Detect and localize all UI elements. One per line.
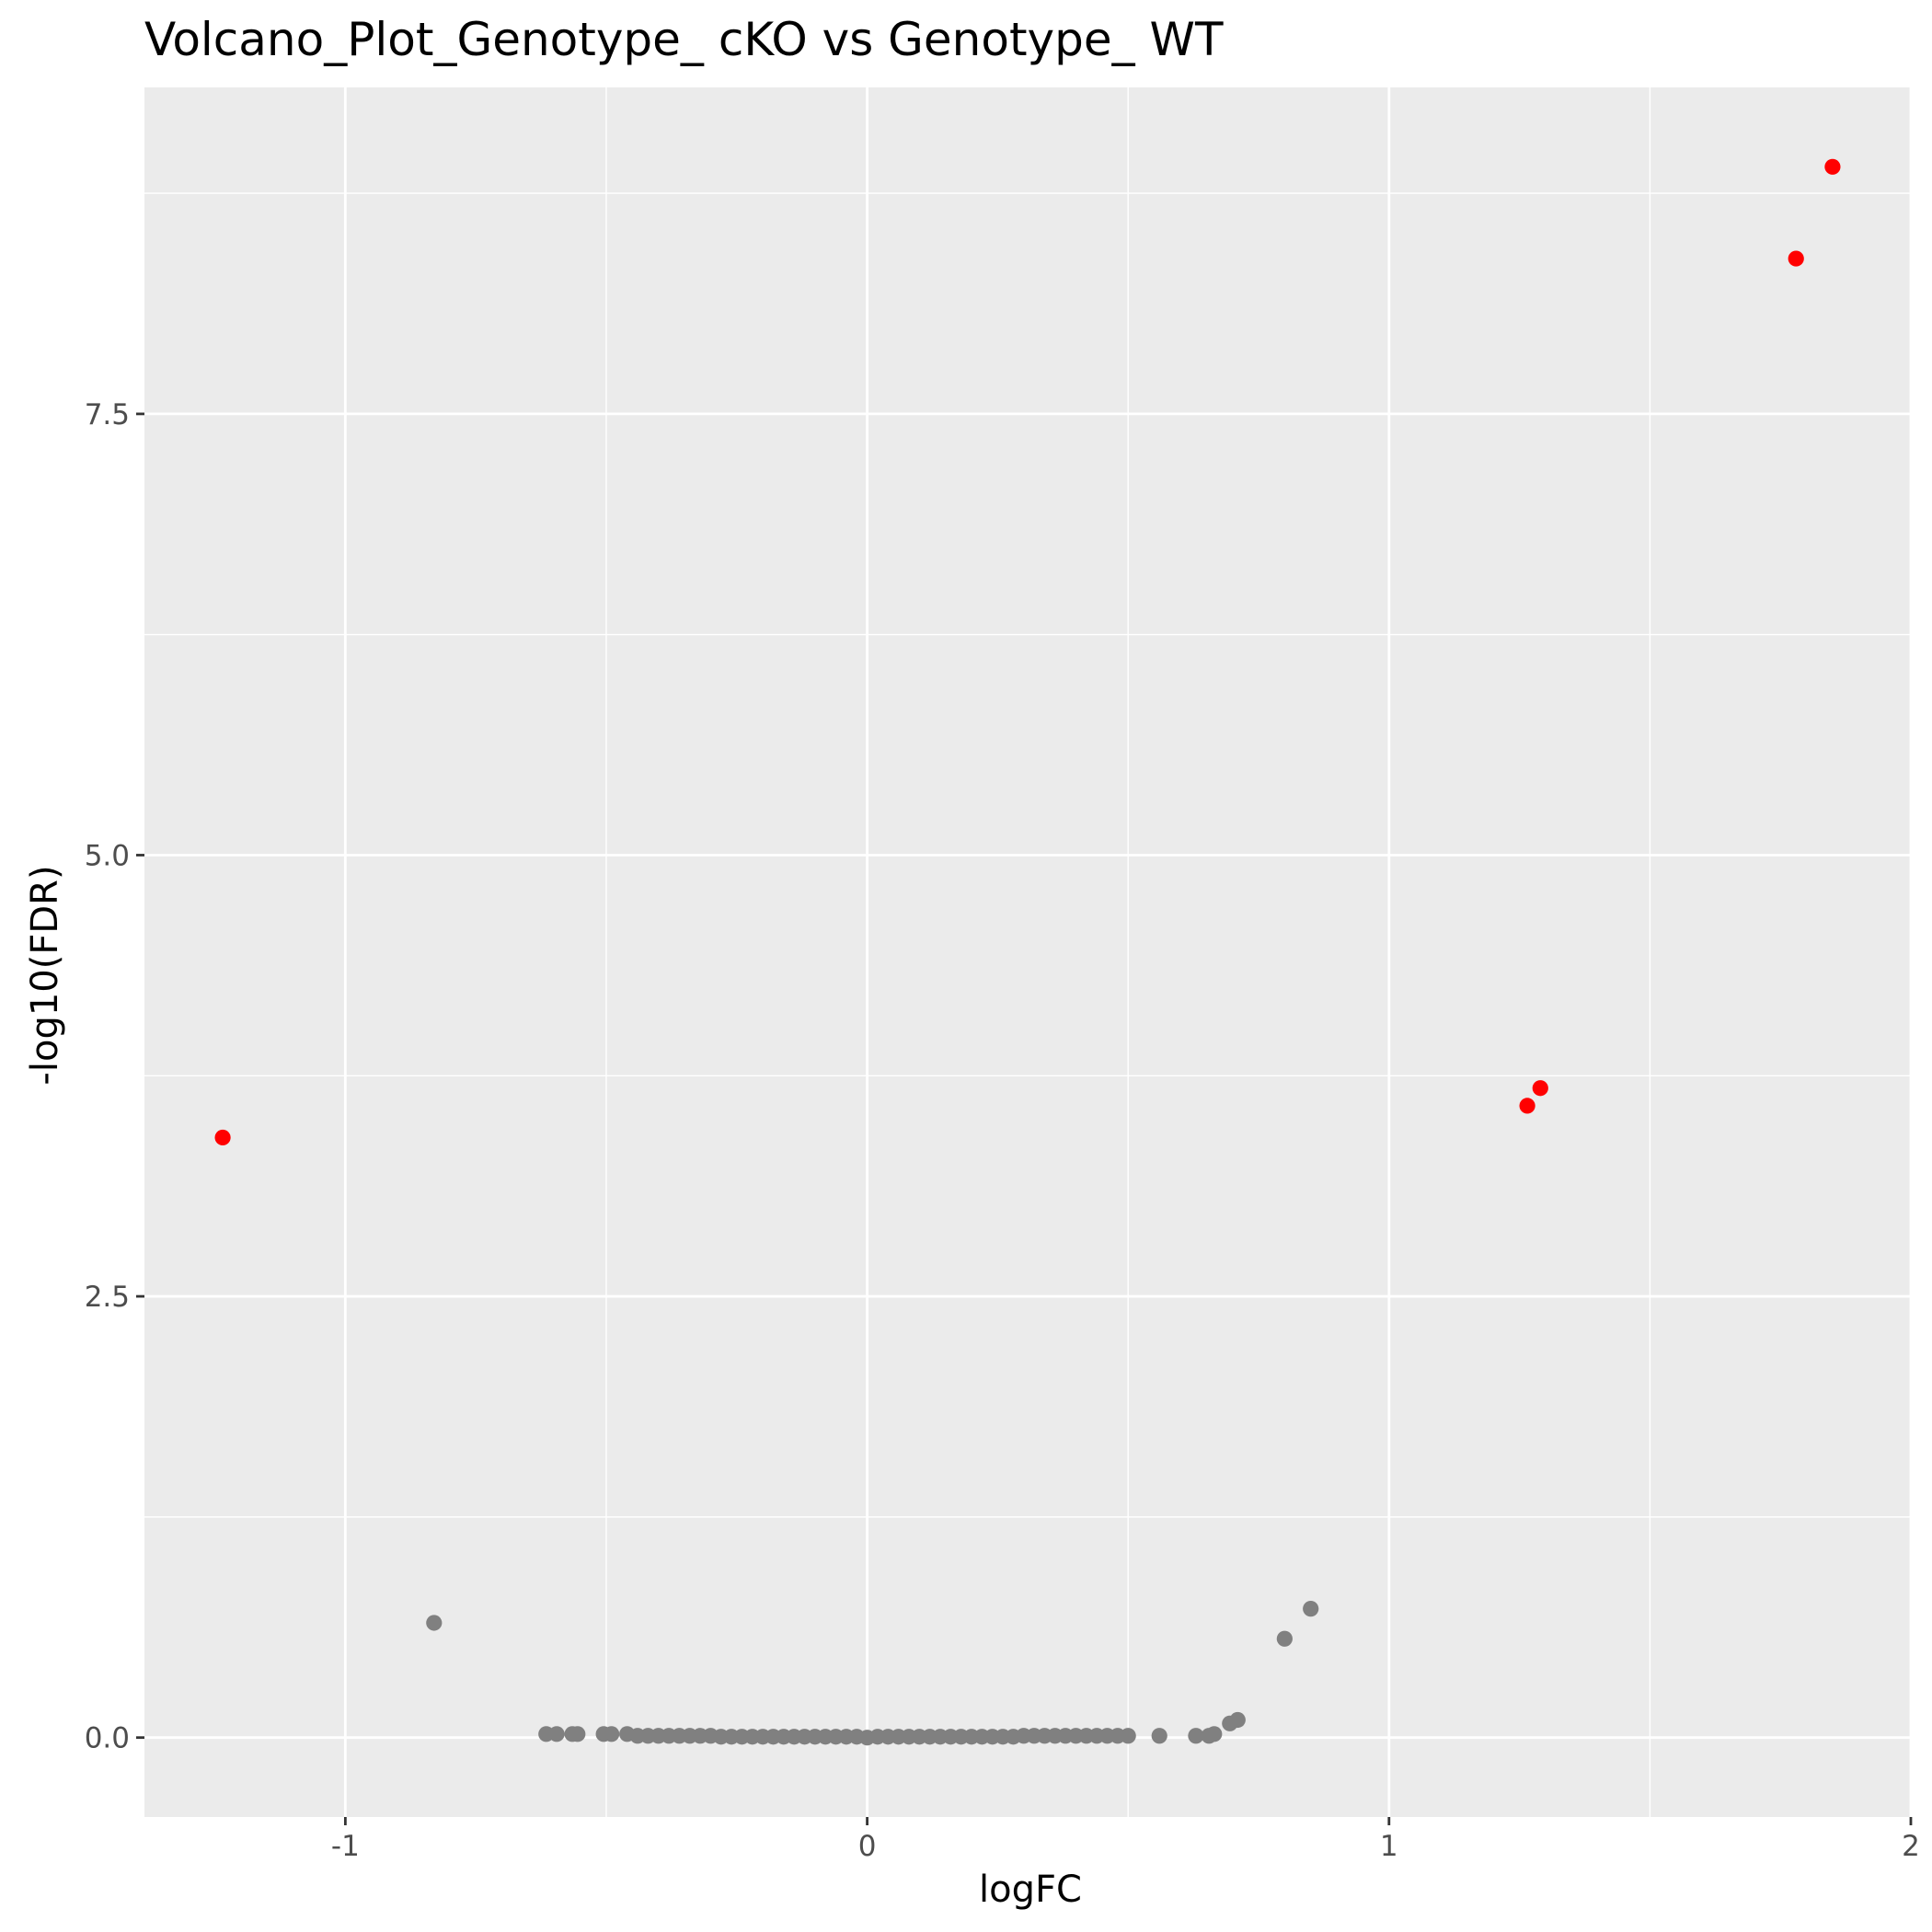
x-tick-label: 1 <box>1380 1830 1398 1863</box>
significant-point <box>1519 1098 1535 1114</box>
axes: -1 0 1 2 0.0 2.5 5.0 7.5 <box>85 398 1920 1863</box>
non-significant-point <box>569 1726 586 1742</box>
y-tick-label: 5.0 <box>85 839 130 872</box>
x-tick-label: 2 <box>1902 1830 1920 1863</box>
non-significant-point <box>1201 1728 1217 1744</box>
x-tick-label: -1 <box>331 1830 360 1863</box>
y-tick-label: 0.0 <box>85 1722 130 1755</box>
chart-title: Volcano_Plot_Genotype_ cKO vs Genotype_ … <box>144 13 1224 66</box>
y-tick-label: 7.5 <box>85 398 130 431</box>
x-tick-label: 0 <box>858 1830 877 1863</box>
significant-point <box>1532 1080 1548 1097</box>
grid-lines <box>144 87 1913 1817</box>
non-significant-point <box>1276 1630 1293 1647</box>
plot-panel <box>144 87 1911 1817</box>
data-points <box>214 158 1841 1746</box>
y-axis-label: -log10(FDR) <box>24 865 66 1085</box>
non-significant-point <box>1222 1715 1238 1731</box>
non-significant-point <box>604 1726 620 1742</box>
non-significant-point <box>1303 1601 1319 1617</box>
non-significant-point <box>1188 1728 1204 1744</box>
non-significant-point <box>1120 1728 1136 1744</box>
non-significant-point <box>426 1615 443 1631</box>
significant-point <box>1788 250 1804 267</box>
non-significant-point <box>548 1726 565 1742</box>
significant-point <box>1824 158 1841 175</box>
non-significant-point <box>1151 1728 1167 1744</box>
y-tick-label: 2.5 <box>85 1281 130 1314</box>
x-axis-label: logFC <box>979 1869 1082 1911</box>
significant-point <box>214 1129 231 1146</box>
